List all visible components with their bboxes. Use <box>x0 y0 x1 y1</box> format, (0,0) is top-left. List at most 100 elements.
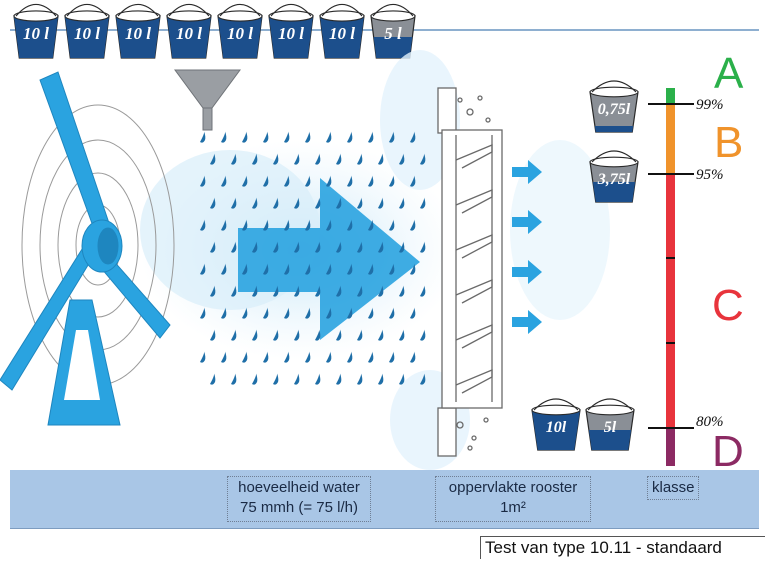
top-bucket-7: 5 l <box>370 3 416 59</box>
scale-bucket-group: 0,75l 3,75l 10l 5l <box>531 80 639 451</box>
top-bucket-6-label: 10 l <box>329 24 355 43</box>
top-bucket-7-label: 5 l <box>384 24 402 43</box>
water-drop <box>305 307 311 319</box>
water-drop <box>389 219 395 231</box>
water-drop <box>315 373 321 385</box>
water-drop <box>284 263 290 275</box>
scale-bucket-1: 3,75l <box>589 150 639 203</box>
water-drop <box>273 329 279 341</box>
water-drop <box>357 241 363 253</box>
water-drop <box>420 285 426 297</box>
water-drop <box>326 131 332 143</box>
water-drop <box>378 329 384 341</box>
class-a-letter: A <box>714 49 744 98</box>
water-drop <box>221 175 227 187</box>
outflow-arrow <box>512 210 542 234</box>
water-drop <box>200 307 206 319</box>
water-drop <box>242 219 248 231</box>
top-bucket-3: 10 l <box>166 3 212 59</box>
water-drop <box>210 197 216 209</box>
grille-surface-value: 1m² <box>500 499 526 516</box>
air-flow-arrow <box>238 178 420 340</box>
rain-drops <box>200 131 426 385</box>
water-drop <box>336 197 342 209</box>
water-drop <box>410 263 416 275</box>
class-c-segment <box>666 174 675 428</box>
water-drop <box>336 153 342 165</box>
water-drop <box>231 373 237 385</box>
water-drop <box>263 263 269 275</box>
water-drop <box>221 131 227 143</box>
top-bucket-5-label: 10 l <box>278 24 304 43</box>
top-bucket-6: 10 l <box>319 3 365 59</box>
water-drop <box>315 197 321 209</box>
scale-bucket-2-label: 10l <box>546 419 567 436</box>
water-drop <box>294 329 300 341</box>
water-drop <box>252 241 258 253</box>
water-drop <box>284 131 290 143</box>
water-drop <box>305 351 311 363</box>
funnel-icon <box>174 69 241 131</box>
top-bucket-5: 10 l <box>268 3 314 59</box>
water-drop <box>210 329 216 341</box>
water-drop <box>326 219 332 231</box>
scale-bucket-0-label: 0,75l <box>598 101 631 118</box>
water-drop <box>357 329 363 341</box>
water-drop <box>368 131 374 143</box>
water-drop <box>231 153 237 165</box>
water-drop <box>368 263 374 275</box>
scale-bucket-3: 5l <box>585 398 635 451</box>
water-drop <box>252 197 258 209</box>
water-drop <box>210 373 216 385</box>
outflow-arrow <box>512 160 542 184</box>
water-drop <box>200 263 206 275</box>
water-drop <box>284 219 290 231</box>
grille-surface-label: oppervlakte rooster <box>448 479 578 496</box>
water-drop <box>210 241 216 253</box>
water-drop <box>399 285 405 297</box>
water-drop <box>252 153 258 165</box>
water-drop <box>336 241 342 253</box>
water-drop <box>336 329 342 341</box>
water-drop <box>347 351 353 363</box>
water-drop <box>420 197 426 209</box>
water-drop <box>336 285 342 297</box>
water-drop <box>357 197 363 209</box>
water-drop <box>284 351 290 363</box>
class-d-letter: D <box>712 427 744 476</box>
water-drop <box>399 153 405 165</box>
scale-bucket-2: 10l <box>531 398 581 451</box>
water-drop <box>399 373 405 385</box>
water-drop <box>389 175 395 187</box>
class-label: klasse <box>652 479 695 496</box>
water-drop <box>263 131 269 143</box>
water-drop <box>294 197 300 209</box>
water-drop <box>284 307 290 319</box>
water-drop <box>347 131 353 143</box>
water-drop <box>326 263 332 275</box>
water-drop <box>410 131 416 143</box>
water-drop <box>347 219 353 231</box>
water-drop <box>389 263 395 275</box>
water-drop <box>273 285 279 297</box>
class-scale <box>648 88 694 466</box>
water-drop <box>336 373 342 385</box>
scale-bucket-1-label: 3,75l <box>597 171 631 188</box>
grille-cross-section <box>437 87 503 457</box>
fan-icon <box>0 71 171 426</box>
water-drop <box>210 285 216 297</box>
water-drop <box>242 263 248 275</box>
water-drop <box>399 329 405 341</box>
water-drop <box>389 351 395 363</box>
water-drop <box>326 351 332 363</box>
water-drop <box>263 351 269 363</box>
water-drop <box>399 241 405 253</box>
water-drop <box>273 373 279 385</box>
water-drop <box>410 219 416 231</box>
water-drop <box>357 285 363 297</box>
water-drop <box>305 219 311 231</box>
water-drop <box>420 241 426 253</box>
water-drop <box>284 175 290 187</box>
water-drop <box>221 351 227 363</box>
water-drop <box>252 373 258 385</box>
